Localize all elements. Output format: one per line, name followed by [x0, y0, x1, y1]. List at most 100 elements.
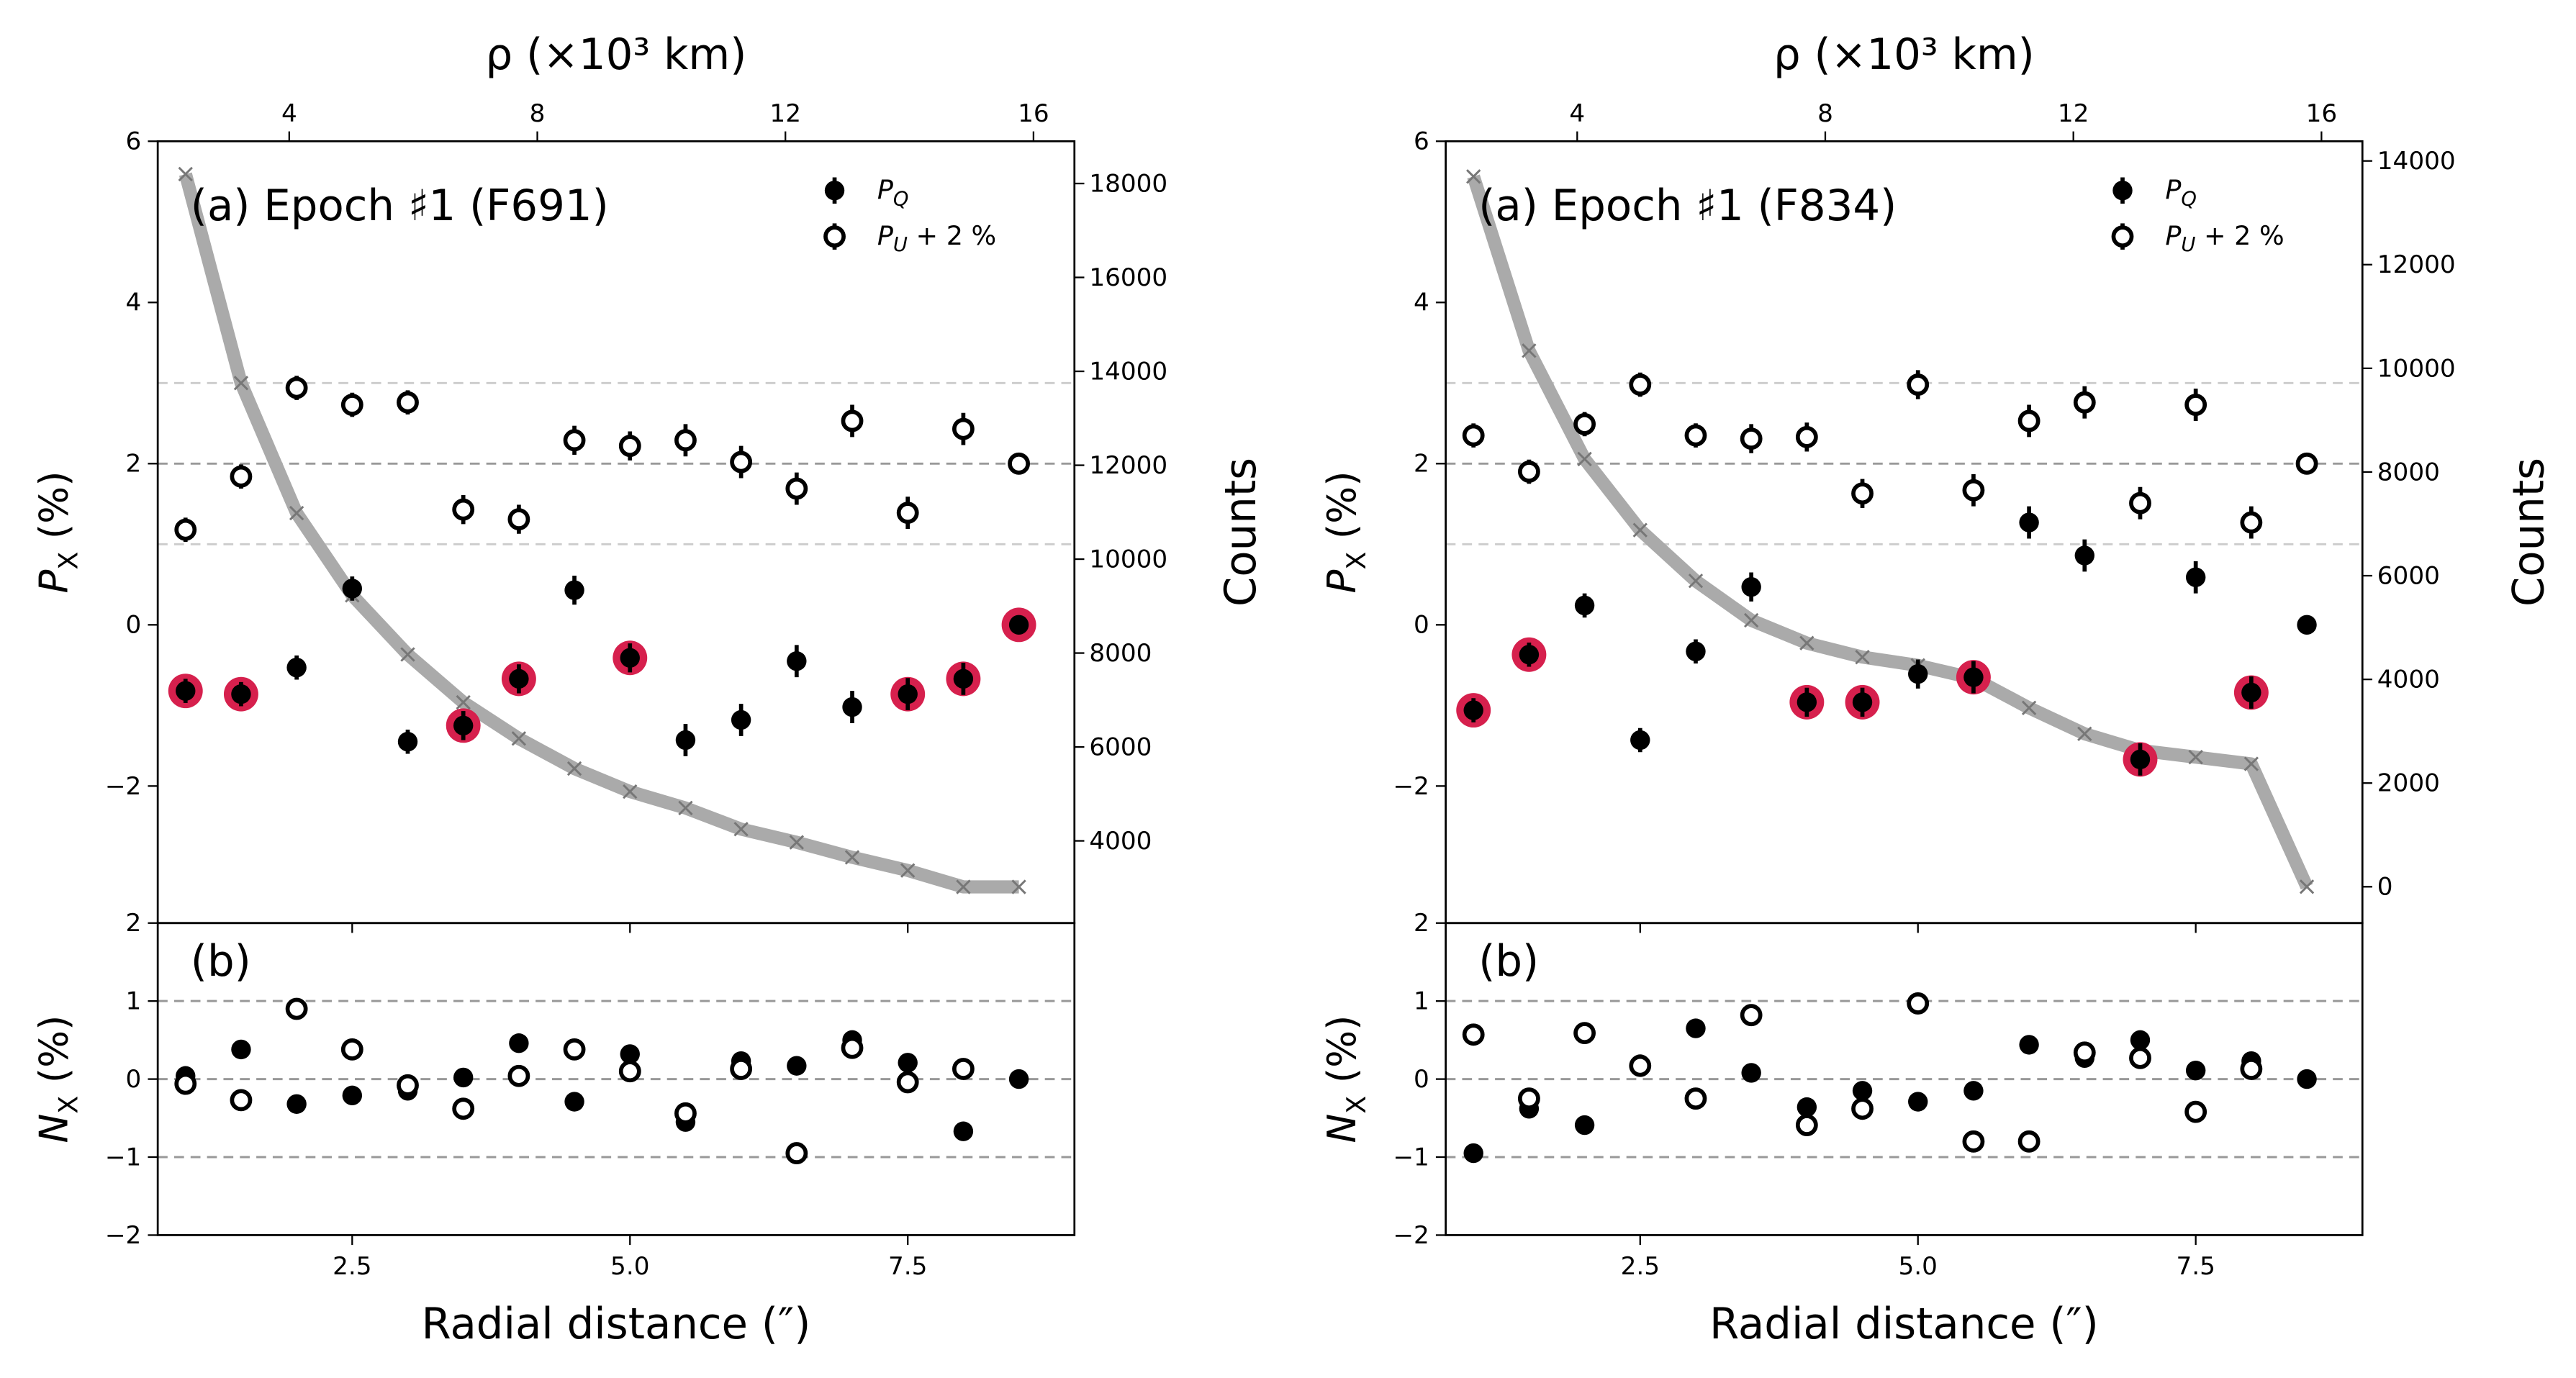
label-unit: (%)	[1319, 471, 1365, 551]
y2-tick-label: 18000	[1089, 169, 1167, 198]
legend-symbol: P	[2165, 174, 2181, 205]
x2-tick-label: 8	[530, 99, 546, 128]
plot-frame	[1445, 140, 2364, 925]
y2-tick-label: 8000	[2377, 458, 2440, 486]
marker	[286, 657, 307, 678]
legend-symbol: P	[2165, 220, 2181, 251]
label-unit: (%)	[1319, 1015, 1365, 1096]
marker	[564, 1092, 584, 1112]
counts-point	[1743, 612, 1759, 628]
y-tick-label: −2	[105, 1221, 141, 1250]
marker	[342, 1085, 363, 1106]
counts-point	[289, 505, 304, 521]
label-subscript: X	[53, 1096, 83, 1114]
marker	[564, 580, 584, 600]
marker	[1686, 1018, 1706, 1038]
marker	[452, 1097, 475, 1120]
marker	[787, 1056, 807, 1076]
marker	[1852, 692, 1873, 712]
counts-point	[2299, 879, 2315, 894]
marker	[340, 394, 363, 416]
counts-line	[1467, 174, 2313, 890]
legend-marker	[2111, 225, 2134, 248]
marker	[453, 1067, 474, 1088]
y-tick-label: 4	[126, 289, 142, 317]
marker	[2184, 394, 2207, 416]
counts-point	[678, 800, 693, 816]
marker	[1851, 1097, 1874, 1120]
legend-label: PU + 2 %	[2165, 220, 2284, 256]
marker	[1462, 1023, 1485, 1046]
marker	[507, 1064, 530, 1087]
marker	[397, 391, 419, 414]
legend-marker	[823, 225, 846, 248]
marker	[2240, 1058, 2263, 1080]
marker	[340, 1038, 363, 1061]
marker	[1629, 373, 1652, 396]
legend-suffix: + 2 %	[2195, 220, 2284, 251]
marker	[286, 1094, 307, 1114]
label-symbol: P	[31, 570, 77, 594]
y-tick-label: 2	[126, 450, 142, 479]
y2-tick-label: 6000	[1089, 733, 1152, 761]
marker	[952, 1058, 975, 1080]
counts-point	[2077, 726, 2092, 741]
counts-point	[2188, 750, 2203, 765]
y-tick-label: 6	[126, 127, 142, 156]
marker	[231, 684, 251, 704]
y2-tick-label: 2000	[2377, 769, 2440, 798]
x2-axis-label: ρ (×10³ km)	[486, 30, 747, 79]
x-axis-label: Radial distance (″)	[422, 1299, 811, 1348]
marker	[2017, 1130, 2041, 1153]
marker	[2073, 1041, 2096, 1064]
marker	[785, 477, 808, 500]
x2-tick-label: 4	[281, 99, 297, 128]
panel-annotation: (a) Epoch ♯1 (F691)	[191, 181, 609, 230]
marker	[898, 684, 918, 704]
marker	[2073, 391, 2096, 414]
counts-point	[400, 647, 415, 662]
marker	[1908, 1092, 1928, 1112]
marker	[230, 465, 253, 488]
y-tick-label: −1	[1393, 1143, 1429, 1171]
marker	[1629, 1054, 1652, 1077]
marker	[1741, 1063, 1761, 1083]
marker	[1008, 615, 1029, 635]
marker	[1963, 667, 1984, 687]
y-tick-label: 1	[1414, 987, 1429, 1016]
counts-point	[566, 761, 582, 776]
marker	[507, 508, 530, 531]
y2-tick-label: 4000	[2377, 666, 2440, 694]
counts-point	[1011, 879, 1026, 894]
y-tick-label: 1	[126, 987, 142, 1016]
marker	[1684, 424, 1707, 447]
marker	[898, 1053, 918, 1073]
marker	[2017, 409, 2041, 432]
legend-symbol: P	[877, 174, 893, 205]
y2-tick-label: 14000	[2377, 147, 2456, 176]
marker	[174, 518, 197, 541]
marker	[1852, 1081, 1873, 1101]
label-subscript: X	[53, 552, 83, 570]
marker	[1962, 479, 1985, 502]
y-tick-label: 2	[126, 909, 142, 938]
marker	[1573, 413, 1596, 435]
marker	[620, 648, 640, 668]
x2-tick-label: 12	[2058, 99, 2089, 128]
marker	[2295, 452, 2318, 475]
y-tick-label: 0	[126, 1065, 142, 1094]
marker	[1008, 452, 1030, 475]
counts-point	[1577, 451, 1592, 467]
marker	[1463, 700, 1483, 720]
marker	[563, 429, 586, 452]
y-tick-label: 2	[1414, 450, 1429, 479]
marker	[674, 1102, 697, 1125]
counts-point	[233, 376, 249, 391]
marker	[953, 1121, 974, 1141]
counts-point	[900, 863, 916, 878]
marker	[730, 450, 753, 473]
marker	[342, 579, 363, 599]
marker	[2019, 1035, 2039, 1055]
marker	[1684, 1087, 1707, 1110]
marker	[1795, 425, 1818, 448]
